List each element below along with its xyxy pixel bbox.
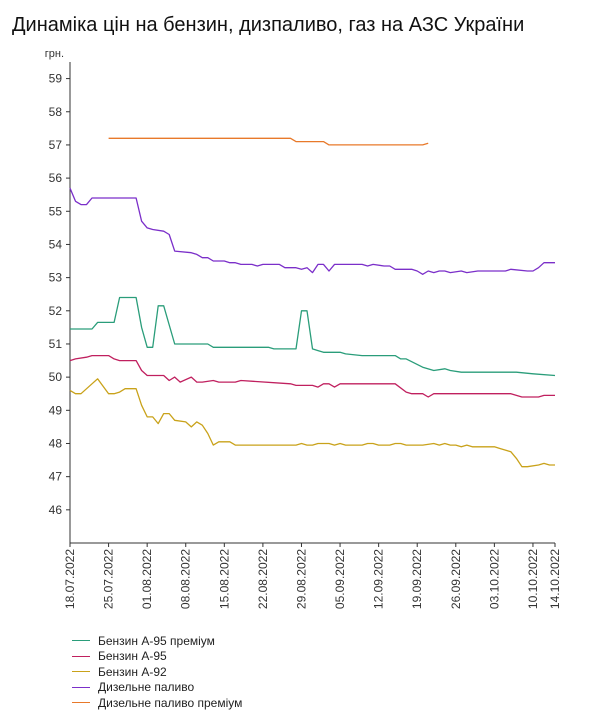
y-tick-label: 57 bbox=[49, 138, 63, 152]
line-chart: грн. 46 47 48 49 50 51 52 53 54 55 56 57 58 59 18.07.… bbox=[45, 48, 562, 609]
legend-swatch bbox=[72, 686, 90, 688]
legend-swatch bbox=[72, 640, 90, 642]
series-line-5 bbox=[108, 137, 429, 146]
y-tick-label: 55 bbox=[49, 204, 63, 218]
legend-label: Дизельне паливо преміум bbox=[98, 695, 243, 710]
series-layer bbox=[69, 137, 556, 468]
legend-item: Бензин А-95 преміум bbox=[72, 633, 242, 649]
legend-label: Бензин А-95 bbox=[98, 649, 167, 664]
series-line-3 bbox=[69, 378, 555, 468]
y-tick-label: 56 bbox=[49, 171, 63, 185]
y-tick-label: 46 bbox=[49, 503, 63, 517]
x-tick-label: 03.10.2022 bbox=[487, 549, 501, 609]
y-axis-ticks: 46 47 48 49 50 51 52 53 54 55 56 57 58 59 bbox=[49, 72, 70, 517]
x-tick-label: 08.08.2022 bbox=[179, 549, 193, 609]
series-line-2 bbox=[69, 354, 555, 398]
legend-item: Дизельне паливо преміум bbox=[72, 695, 242, 711]
x-tick-label: 29.08.2022 bbox=[294, 549, 308, 609]
y-axis-label: грн. bbox=[45, 48, 64, 60]
y-tick-label: 59 bbox=[49, 72, 63, 86]
legend-item: Бензин А-92 bbox=[72, 664, 242, 680]
y-tick-label: 48 bbox=[49, 436, 63, 450]
y-tick-label: 58 bbox=[49, 105, 63, 119]
legend-item: Бензин А-95 bbox=[72, 649, 242, 665]
x-tick-label: 10.10.2022 bbox=[526, 549, 540, 609]
legend-swatch bbox=[72, 671, 90, 673]
x-tick-label: 14.10.2022 bbox=[548, 549, 562, 609]
legend-label: Бензин А-95 преміум bbox=[98, 633, 215, 648]
x-tick-label: 18.07.2022 bbox=[63, 549, 77, 609]
chart-title: Динаміка цін на бензин, дизпаливо, газ н… bbox=[12, 14, 525, 36]
legend-label: Бензин А-92 bbox=[98, 664, 167, 679]
x-tick-label: 22.08.2022 bbox=[256, 549, 270, 609]
x-tick-label: 01.08.2022 bbox=[140, 549, 154, 609]
y-tick-label: 54 bbox=[49, 237, 63, 251]
legend-label: Дизельне паливо bbox=[98, 680, 195, 695]
x-tick-label: 19.09.2022 bbox=[410, 549, 424, 609]
legend: Бензин А-95 преміум Бензин А-95 Бензин А-9… bbox=[72, 633, 242, 711]
y-tick-label: 49 bbox=[49, 403, 63, 417]
axes: грн. bbox=[45, 48, 555, 544]
x-tick-label: 25.07.2022 bbox=[102, 549, 116, 609]
legend-swatch bbox=[72, 655, 90, 657]
series-line-4 bbox=[69, 187, 555, 275]
legend-swatch bbox=[72, 702, 90, 704]
x-axis-ticks: 18.07.2022 25.07.2022 01.08.2022 08.08.2022… bbox=[63, 543, 562, 609]
y-tick-label: 51 bbox=[49, 337, 63, 351]
y-tick-label: 52 bbox=[49, 304, 63, 318]
series-line-1 bbox=[70, 296, 556, 377]
y-tick-label: 47 bbox=[49, 470, 63, 484]
x-tick-label: 26.09.2022 bbox=[449, 549, 463, 609]
legend-item: Дизельне паливо bbox=[72, 680, 242, 696]
x-tick-label: 12.09.2022 bbox=[372, 549, 386, 609]
y-tick-label: 50 bbox=[49, 370, 63, 384]
x-tick-label: 05.09.2022 bbox=[333, 549, 347, 609]
x-tick-label: 15.08.2022 bbox=[217, 549, 231, 609]
y-tick-label: 53 bbox=[49, 271, 63, 285]
